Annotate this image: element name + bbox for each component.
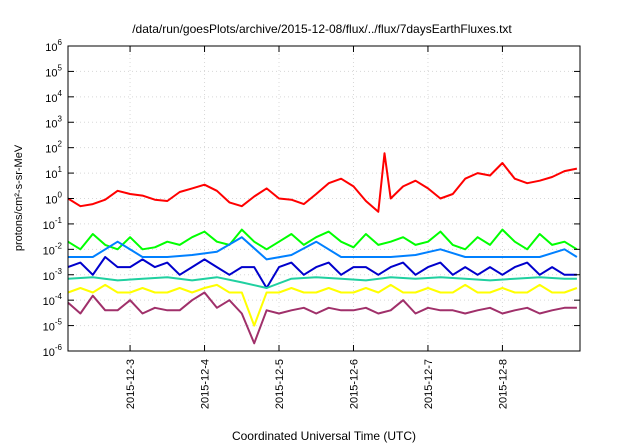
y-tick-exponent: -5: [55, 318, 63, 327]
y-tick-base: 10: [45, 169, 57, 181]
chart-title: /data/run/goesPlots/archive/2015-12-08/f…: [132, 22, 512, 36]
y-tick-exponent: -6: [55, 343, 63, 352]
series-line-6: [67, 283, 578, 327]
y-tick-exponent: 5: [58, 63, 63, 72]
y-tick-exponent: -2: [55, 241, 63, 250]
y-tick-base: 10: [45, 144, 57, 156]
y-tick-label: 10-6: [43, 343, 63, 359]
series-line-5: [67, 276, 577, 289]
y-tick-base: 10: [43, 322, 55, 334]
y-tick-base: 10: [45, 42, 57, 54]
grid: [68, 46, 580, 351]
y-tick-exponent: -4: [55, 292, 63, 301]
series-line-7: [67, 291, 577, 345]
y-tick-label: 10-2: [43, 241, 63, 257]
y-tick-base: 10: [43, 347, 55, 359]
y-tick-label: 104: [45, 89, 62, 105]
x-tick-label: 2015-12-4: [200, 359, 212, 409]
y-tick-exponent: -3: [55, 267, 63, 276]
y-tick-exponent: 4: [58, 89, 63, 98]
y-tick-label: 103: [45, 114, 62, 130]
y-tick-exponent: 1: [58, 165, 63, 174]
y-tick-exponent: -1: [55, 216, 63, 225]
x-axis: 2015-12-3 2015-12-4 2015-12-5 2015-12-6 2015…: [125, 46, 509, 409]
series-line-1: [67, 152, 578, 213]
x-tick-label: 2015-12-3: [125, 359, 137, 409]
y-tick-base: 10: [45, 67, 57, 79]
y-tick-label: 100: [45, 191, 62, 207]
y-tick-base: 10: [43, 271, 55, 283]
y-axis-label: protons/cm²-s-sr-MeV: [13, 144, 25, 251]
x-axis-label: Coordinated Universal Time (UTC): [232, 429, 416, 443]
y-tick-label: 10-5: [43, 318, 63, 334]
series-line-4: [67, 256, 577, 289]
y-tick-label: 10-4: [43, 292, 63, 308]
y-tick-label: 10-3: [43, 267, 63, 283]
y-tick-label: 106: [45, 38, 62, 54]
series-line-2: [67, 228, 578, 251]
y-tick-exponent: 6: [58, 38, 63, 47]
y-tick-label: 101: [45, 165, 62, 181]
series-layer: [67, 152, 578, 345]
x-tick-label: 2015-12-8: [497, 359, 509, 409]
y-tick-exponent: 0: [58, 191, 63, 200]
y-tick-base: 10: [45, 93, 57, 105]
y-tick-exponent: 2: [58, 140, 63, 149]
x-tick-label: 2015-12-5: [274, 359, 286, 409]
y-axis: 10-610-510-410-310-210-11001011021031041…: [43, 38, 580, 359]
x-tick-label: 2015-12-6: [348, 359, 360, 409]
x-tick-label: 2015-12-7: [423, 359, 435, 409]
y-tick-exponent: 3: [58, 114, 63, 123]
series-line-3: [68, 236, 578, 261]
y-tick-base: 10: [43, 220, 55, 232]
y-tick-base: 10: [45, 195, 57, 207]
y-tick-label: 102: [45, 140, 62, 156]
y-tick-base: 10: [43, 296, 55, 308]
y-tick-base: 10: [45, 118, 57, 130]
y-tick-label: 10-1: [43, 216, 63, 232]
y-tick-base: 10: [43, 245, 55, 257]
y-tick-label: 105: [45, 63, 62, 79]
